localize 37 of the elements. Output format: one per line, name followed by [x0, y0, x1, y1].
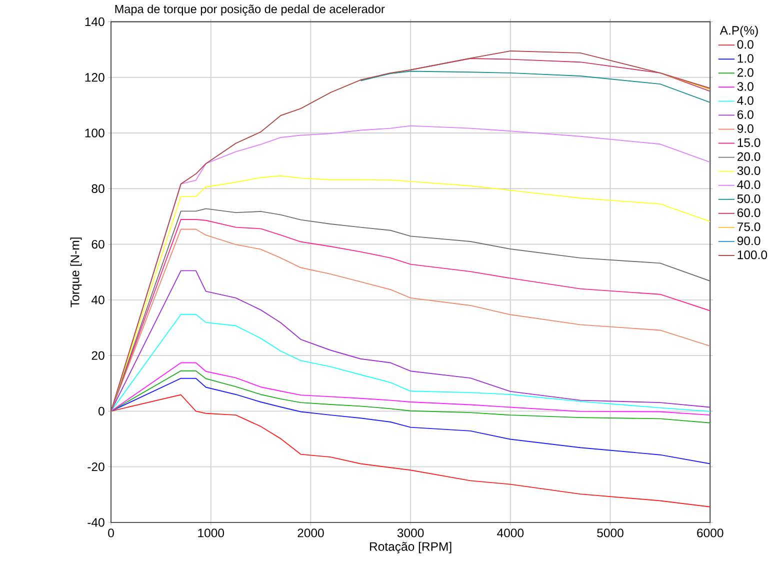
legend-label: 60.0: [737, 208, 760, 217]
legend-label: 30.0: [737, 166, 760, 175]
legend-label: 1.0: [738, 54, 754, 63]
y-tick-label: 0: [98, 406, 104, 416]
y-tick-label: 120: [85, 72, 104, 82]
y-tick-label: 80: [92, 184, 104, 193]
x-tick-label: 6000: [697, 528, 724, 538]
legend-label: 0.0: [737, 40, 754, 49]
legend-label: 9.0: [737, 124, 754, 133]
legend-label: 40.0: [737, 180, 760, 189]
y-tick-label: -20: [88, 462, 104, 471]
legend-label: 20.0: [737, 152, 760, 161]
legend-label: 15.0: [738, 138, 760, 147]
y-axis-title: Torque [N-m]: [70, 237, 82, 308]
y-tick-label: 140: [85, 17, 104, 26]
legend-label: 75.0: [737, 222, 760, 231]
legend-label: 3.0: [737, 82, 754, 91]
y-tick-label: 60: [92, 240, 104, 248]
legend-label: 2.0: [737, 68, 754, 77]
legend-title: A.P(%): [720, 26, 758, 37]
legend-label: 90.0: [737, 236, 760, 245]
legend-label: 50.0: [737, 194, 760, 203]
y-tick-label: 100: [85, 128, 104, 138]
chart-title: Mapa de torque por posição de pedal de acelerador: [115, 4, 385, 16]
x-tick-label: 0: [108, 528, 114, 538]
y-tick-label: -40: [88, 518, 104, 527]
x-tick-label: 1000: [198, 528, 224, 538]
legend-label: 4.0: [737, 96, 754, 105]
legend-label: 100.0: [738, 250, 768, 260]
legend-label: 6.0: [737, 110, 754, 119]
x-axis-title: Rotação [RPM]: [370, 542, 452, 554]
x-tick-label: 5000: [597, 528, 624, 538]
x-tick-label: 4000: [497, 528, 524, 538]
y-tick-label: 40: [91, 295, 104, 304]
x-tick-label: 2000: [298, 528, 324, 538]
x-tick-label: 3000: [397, 528, 424, 538]
y-tick-label: 20: [92, 351, 104, 360]
